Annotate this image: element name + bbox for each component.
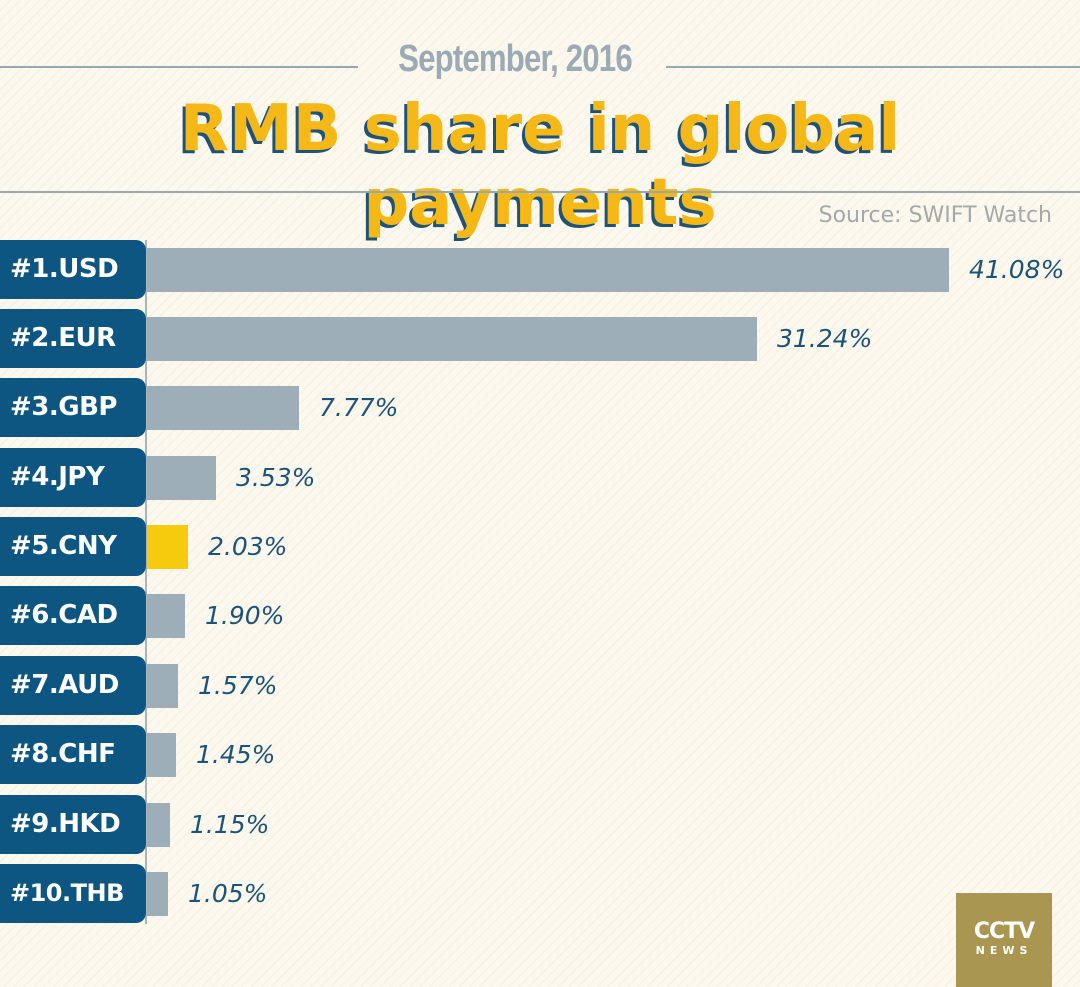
currency-label: #5.CNY: [0, 517, 146, 576]
logo-news-text: NEWS: [975, 944, 1033, 957]
y-axis-line: [145, 240, 147, 924]
bar: [147, 317, 757, 361]
currency-label: #4.JPY: [0, 448, 146, 507]
value-label: 1.05%: [188, 879, 268, 908]
cctv-news-logo: CCTV NEWS: [956, 893, 1052, 987]
currency-label: #8.CHF: [0, 725, 146, 784]
value-label: 2.03%: [208, 532, 288, 561]
currency-label: #7.AUD: [0, 656, 146, 715]
bar: [147, 456, 216, 500]
chart-row: #9.HKD 1.15%: [0, 795, 1080, 854]
bar: [147, 594, 185, 638]
bar: [147, 386, 299, 430]
chart-row: #7.AUD 1.57%: [0, 656, 1080, 715]
currency-label: #2.EUR: [0, 309, 146, 368]
chart-row: #4.JPY 3.53%: [0, 448, 1080, 507]
currency-label: #10.THB: [0, 864, 146, 923]
bar: [147, 248, 949, 292]
header-rule-right: [666, 66, 1080, 68]
chart-subtitle: September, 2016: [398, 38, 632, 80]
currency-label: #1.USD: [0, 240, 146, 299]
value-label: 7.77%: [319, 393, 399, 422]
chart-row: #2.EUR 31.24%: [0, 309, 1080, 368]
header-rule-bottom: [0, 191, 1080, 193]
currency-label: #3.GBP: [0, 378, 146, 437]
bar: [147, 664, 178, 708]
chart-row: #8.CHF 1.45%: [0, 725, 1080, 784]
logo-cctv-text: CCTV: [973, 919, 1035, 944]
bar: [147, 733, 176, 777]
value-label: 3.53%: [236, 463, 316, 492]
chart-row: #5.CNY 2.03%: [0, 517, 1080, 576]
bar: [147, 803, 170, 847]
currency-label: #9.HKD: [0, 795, 146, 854]
bar: [147, 525, 188, 569]
value-label: 1.90%: [205, 601, 285, 630]
source-note: Source: SWIFT Watch: [818, 203, 1052, 228]
chart-row: #6.CAD 1.90%: [0, 586, 1080, 645]
chart-row: #3.GBP 7.77%: [0, 378, 1080, 437]
bar: [147, 872, 168, 916]
currency-label: #6.CAD: [0, 586, 146, 645]
value-label: 31.24%: [777, 324, 873, 353]
value-label: 41.08%: [969, 255, 1065, 284]
chart-title: RMB share in global payments: [179, 92, 901, 240]
value-label: 1.57%: [198, 671, 278, 700]
chart-row: #1.USD 41.08%: [0, 240, 1080, 299]
chart-row: #10.THB 1.05%: [0, 864, 1080, 923]
value-label: 1.45%: [196, 740, 276, 769]
value-label: 1.15%: [190, 810, 270, 839]
header-rule-left: [0, 66, 358, 68]
